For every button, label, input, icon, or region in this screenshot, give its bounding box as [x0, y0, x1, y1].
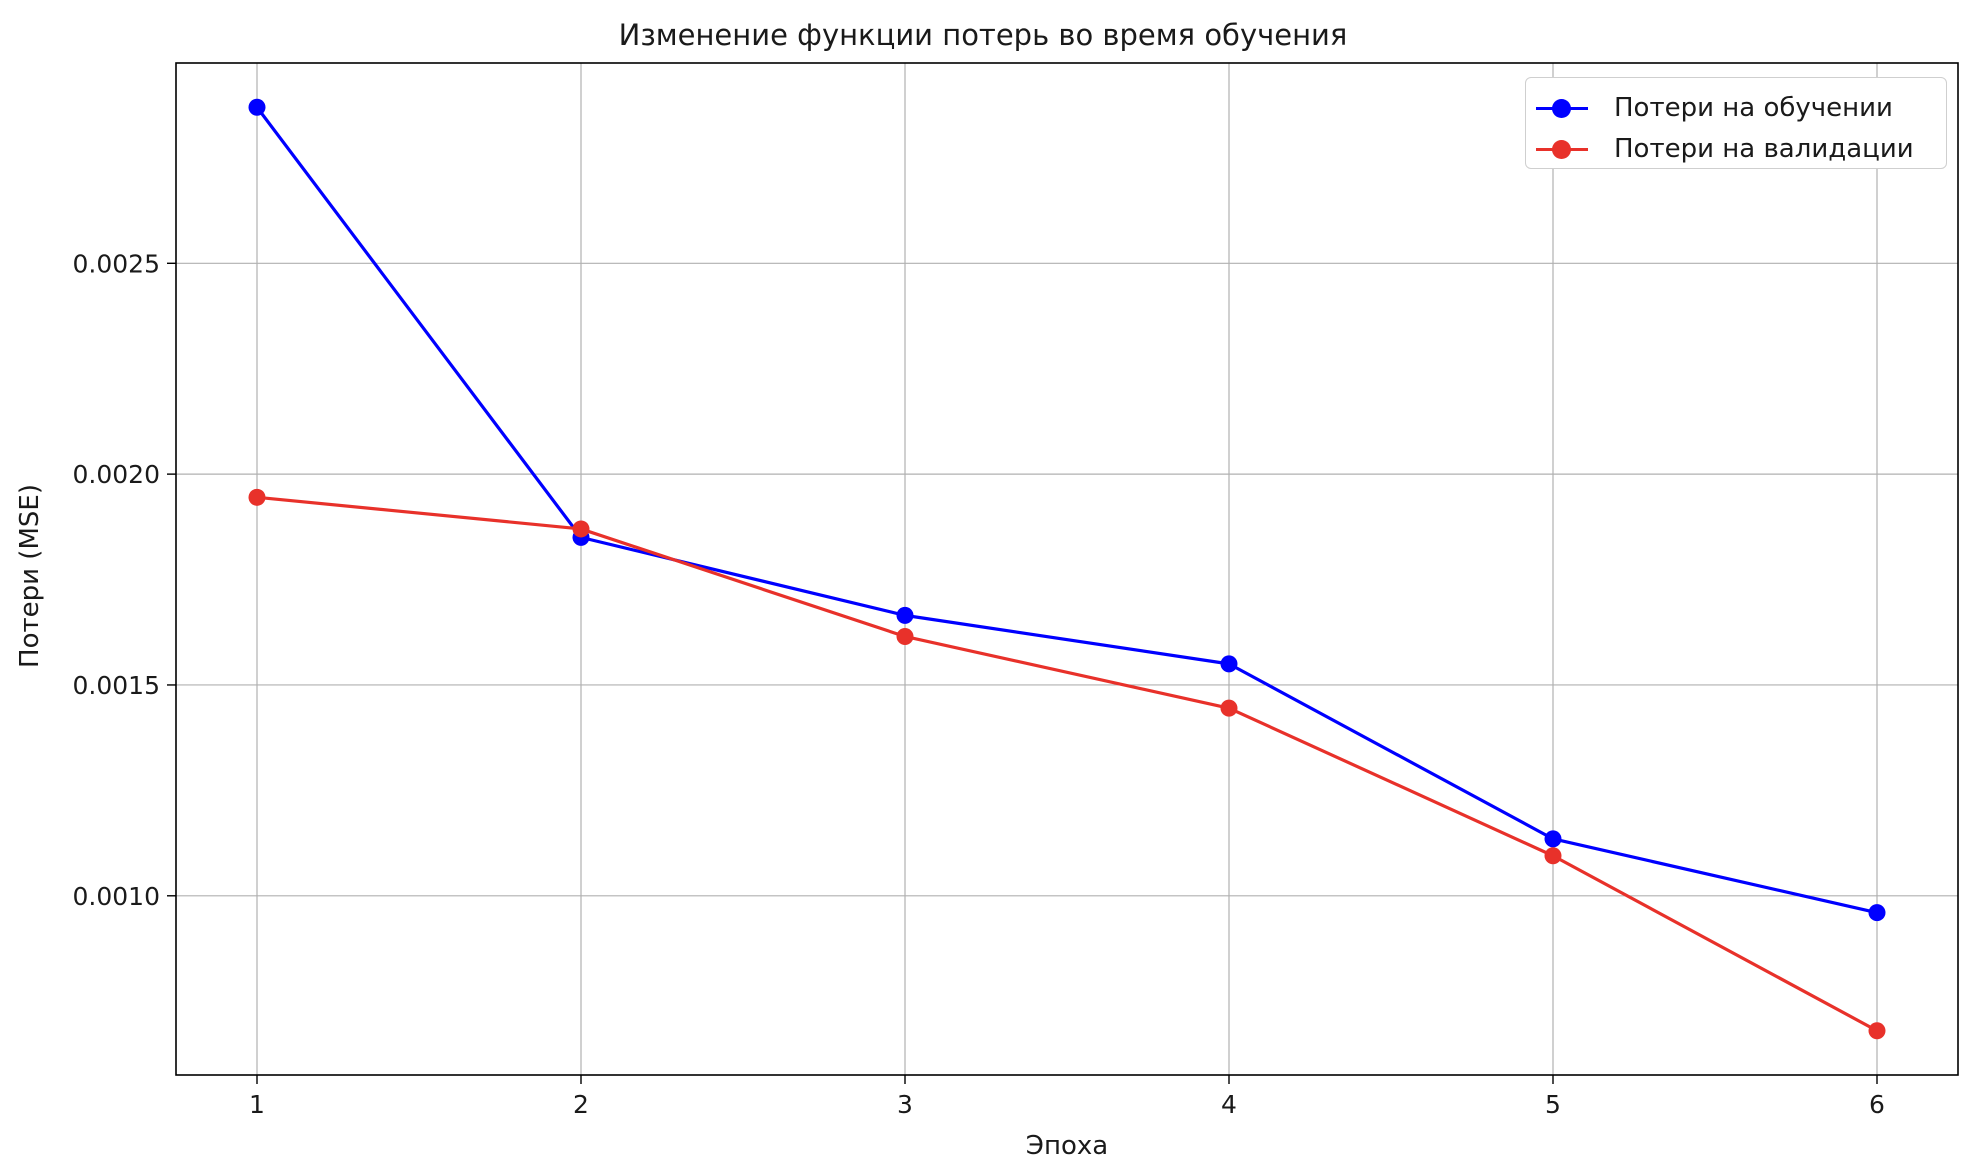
x-tick-label: 5	[1545, 1090, 1561, 1119]
data-point-val	[1544, 847, 1562, 865]
data-point-val	[1220, 699, 1238, 717]
y-tick-label: 0.0015	[73, 671, 160, 700]
data-point-val	[572, 520, 590, 538]
legend: Потери на обучении Потери на валидации	[1525, 77, 1947, 169]
axis-ticks: 1 2 3 4 5 6 0.0010 0.0015 0.0020 0.0025	[73, 249, 1885, 1119]
y-axis-label: Потери (MSE)	[15, 484, 45, 668]
legend-swatch-train-marker	[1552, 99, 1571, 118]
series-line-val	[256, 495, 1878, 1033]
data-point-val	[1868, 1022, 1886, 1040]
x-tick-label: 1	[249, 1090, 265, 1119]
grid-lines	[176, 63, 1958, 1075]
plot-frame	[175, 62, 1959, 1076]
data-point-train	[1544, 830, 1562, 848]
legend-item-val: Потери на валидации	[1526, 129, 1946, 169]
series-line-train	[255, 106, 1878, 915]
data-point-val	[248, 488, 266, 506]
data-point-train	[1868, 904, 1886, 922]
x-tick-label: 2	[573, 1090, 589, 1119]
legend-item-train: Потери на обучении	[1526, 88, 1946, 128]
legend-label-train: Потери на обучении	[1614, 93, 1893, 123]
data-point-val	[896, 627, 914, 645]
x-tick-label: 3	[897, 1090, 913, 1119]
series-lines	[248, 98, 1886, 1040]
x-tick-label: 4	[1221, 1090, 1237, 1119]
y-tick-label: 0.0010	[73, 882, 160, 911]
data-point-train	[896, 606, 914, 624]
data-point-train	[248, 98, 266, 116]
chart-title: Изменение функции потерь во время обучен…	[619, 18, 1348, 52]
y-tick-label: 0.0025	[73, 249, 160, 278]
x-axis-label: Эпоха	[1026, 1131, 1108, 1161]
data-point-train	[1220, 655, 1238, 673]
y-tick-label: 0.0020	[73, 460, 160, 489]
legend-swatch-val-marker	[1552, 140, 1571, 159]
legend-label-val: Потери на валидации	[1614, 134, 1914, 164]
x-tick-label: 6	[1869, 1090, 1885, 1119]
